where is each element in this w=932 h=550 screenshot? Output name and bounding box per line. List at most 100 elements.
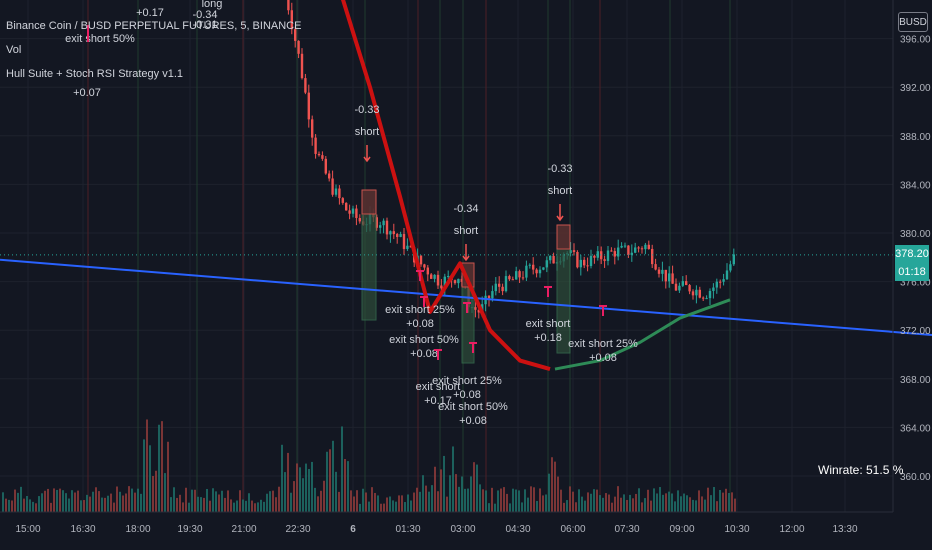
symbol-title[interactable]: Binance Coin / BUSD PERPETUAL FUTURES, 5… [6,20,302,32]
exit-pnl-label: +0.08 [410,348,438,360]
exit-pnl-label: +0.08 [459,415,487,427]
volume-bar [287,452,289,512]
x-tick-label: 12:00 [779,524,804,535]
volume-bar [545,494,547,512]
symbol-button[interactable]: BUSD [898,12,928,32]
volume-bar [440,469,442,512]
volume-bar [59,488,61,512]
volume-bar [713,487,715,512]
top-signal-label: -0.31 [192,19,217,31]
exit-label: exit short [416,381,461,393]
candle-body [348,210,351,214]
volume-bar [134,492,136,512]
candle-body [433,274,436,279]
volume-bar [164,473,166,512]
volume-bar [569,486,571,512]
candle-body [610,250,613,252]
candle-body [695,289,698,296]
volume-bar [350,490,352,512]
volume-bar [269,491,271,512]
candle-body [678,285,681,291]
exit-pnl-label: +0.08 [406,318,434,330]
candle-body [351,208,355,214]
candle-body [409,245,412,248]
x-tick-label: 10:30 [724,524,749,535]
x-tick-label: 18:00 [125,524,150,535]
volume-bar [71,490,73,512]
volume-bar [251,500,253,512]
volume-bar [341,426,343,512]
volume-bar [368,501,370,512]
volume-bar [113,502,115,512]
volume-bar [260,499,262,512]
volume-bar [647,489,649,512]
trade-box-stop [461,262,475,288]
volume-bar [173,487,175,512]
candle-body [729,264,732,271]
volume-bar [290,492,292,512]
volume-bar [644,498,646,512]
indicator-vol[interactable]: Vol [6,44,22,56]
candle-body [668,273,671,282]
candle-body [569,250,572,254]
candle-body [647,244,650,249]
volume-bar [245,500,247,512]
volume-bar [365,492,367,512]
volume-bar [185,487,187,512]
volume-bar [380,503,382,512]
volume-bar [446,496,448,512]
candle-body [572,250,576,253]
candle-body [504,276,508,292]
candle-body [715,281,718,288]
volume-bar [221,490,223,512]
x-tick-label: 19:30 [177,524,202,535]
volume-bar [677,490,679,512]
candle-body [627,245,630,255]
volume-bar [443,455,445,512]
volume-bar [695,500,697,512]
y-tick-label: 392.00 [900,83,931,94]
volume-bar [65,493,67,512]
candle-body [691,291,695,296]
indicator-hull-suite[interactable]: Hull Suite + Stoch RSI Strategy v1.1 [6,68,184,80]
volume-bar [335,471,337,512]
trade-box-stop [361,189,377,215]
volume-bar [470,476,472,512]
volume-bar [665,493,667,512]
volume-bar [395,501,397,512]
volume-bar [455,474,457,512]
volume-bar [215,491,217,512]
candle-body [317,153,321,156]
volume-bar [539,488,541,512]
candle-body [532,264,535,270]
candle-body [328,173,331,179]
x-tick-label: 03:00 [450,524,475,535]
candle-body [583,259,586,266]
candle-body [396,234,399,237]
candle-body [674,283,678,291]
volume-bar [596,489,598,512]
volume-bar [179,494,181,512]
x-tick-label: 07:30 [614,524,639,535]
top-signal-label: exit short 50% [65,33,135,45]
volume-bar [428,491,430,512]
volume-bar [272,490,274,512]
volume-bar [212,488,214,512]
volume-bar [554,461,556,512]
volume-bar [23,498,25,512]
volume-bar [401,495,403,512]
candle-body [436,274,440,286]
x-tick-label: 01:30 [395,524,420,535]
volume-bar [254,503,256,512]
exit-marker [469,342,477,353]
candle-body [538,269,542,274]
volume-bar [602,497,604,512]
volume-bar [128,486,130,512]
short-arrow [556,204,564,222]
volume-bar [536,500,538,512]
hull-line-up [554,298,731,371]
x-axis: 15:00 16:30 18:00 19:30 21:00 22:30 6 01:30 03:0… [0,511,893,535]
trendline [0,258,932,337]
volume-bar [92,491,94,512]
